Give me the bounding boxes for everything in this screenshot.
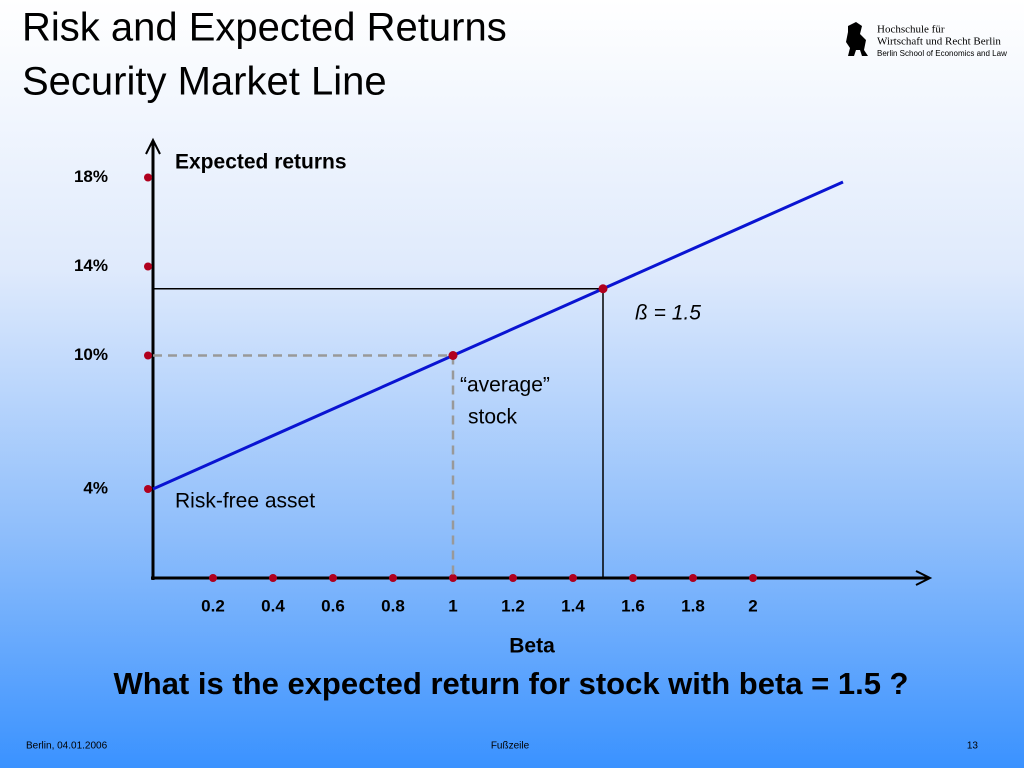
x-tick-label: 0.2 <box>201 596 225 615</box>
logo: Hochschule für Wirtschaft und Recht Berl… <box>846 22 1007 58</box>
x-tick-mark <box>449 574 457 582</box>
x-tick-mark <box>629 574 637 582</box>
y-tick-mark <box>144 173 152 182</box>
x-tick-mark <box>569 574 577 582</box>
y-tick-mark <box>144 351 152 360</box>
x-tick-mark <box>689 574 697 582</box>
y-axis-arrow <box>145 137 161 155</box>
x-tick-mark <box>269 574 277 582</box>
footer-right: 13 <box>967 741 979 752</box>
y-tick-label: 4% <box>83 478 108 497</box>
x-tick-label: 0.4 <box>261 596 285 615</box>
point <box>598 284 608 294</box>
x-tick-mark <box>209 574 217 582</box>
x-tick-mark <box>389 574 397 582</box>
y-axis-label: Expected returns <box>175 151 347 174</box>
x-tick-label: 2 <box>748 596 757 615</box>
x-tick-label: 1.8 <box>681 596 705 615</box>
title: Risk and Expected Returns <box>22 6 507 50</box>
x-tick-label: 1 <box>448 596 457 615</box>
x-tick-mark <box>509 574 517 582</box>
x-tick-label: 1.6 <box>621 596 645 615</box>
sml-line <box>152 180 844 491</box>
x-tick-mark <box>329 574 337 582</box>
logo-bear <box>846 22 868 56</box>
question: What is the expected return for stock wi… <box>114 666 909 701</box>
x-axis-arrow <box>915 570 933 586</box>
x-axis-label: Beta <box>509 635 555 658</box>
y-tick-mark <box>144 485 152 493</box>
y-tick-label: 10% <box>74 345 108 364</box>
x-tick-label: 0.8 <box>381 596 405 615</box>
y-tick-label: 18% <box>74 167 108 186</box>
y-tick-mark <box>144 262 152 271</box>
guide-dashed <box>153 354 455 578</box>
guide-solid <box>153 288 604 578</box>
logo-text: Wirtschaft und Recht Berlin <box>877 36 1001 48</box>
annotation: “average” <box>460 374 550 397</box>
annotation: ß = 1.5 <box>635 302 701 325</box>
x-tick-label: 1.2 <box>501 596 525 615</box>
x-tick-label: 0.6 <box>321 596 345 615</box>
logo-text: Berlin School of Economics and Law <box>877 49 1007 58</box>
x-tick-label: 1.4 <box>561 596 585 615</box>
point <box>448 351 458 360</box>
y-tick-label: 14% <box>74 256 108 275</box>
x-tick-mark <box>749 574 757 582</box>
annotation: stock <box>468 406 518 429</box>
footer-left: Berlin, 04.01.2006 <box>26 741 108 752</box>
logo-text: Hochschule für <box>877 24 945 36</box>
annotation: Risk-free asset <box>175 490 315 513</box>
footer-center: Fußzeile <box>491 741 530 752</box>
title: Security Market Line <box>22 60 387 104</box>
